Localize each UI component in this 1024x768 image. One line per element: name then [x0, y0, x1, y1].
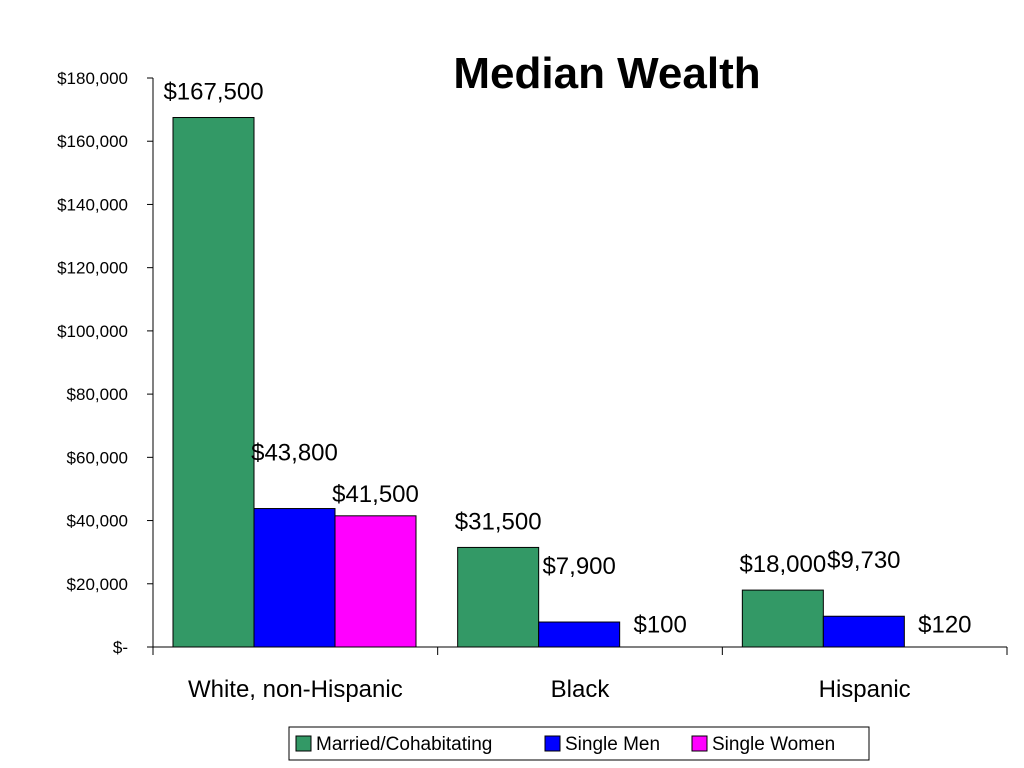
data-label: $7,900: [542, 553, 615, 580]
data-labels: $167,500 $43,800 $41,500 $31,500$7,900 $100 $…: [163, 79, 971, 639]
data-label: $100: [633, 612, 686, 639]
legend-swatch: [691, 735, 708, 752]
data-label: $167,500: [163, 79, 263, 106]
data-label: $18,000: [739, 551, 826, 578]
bars: [172, 117, 905, 648]
data-label: $120: [918, 612, 971, 639]
bar: [253, 508, 336, 648]
y-tick-label: $40,000: [67, 512, 128, 531]
bar: [538, 621, 621, 648]
data-label: $9,730: [827, 547, 900, 574]
y-tick-label: $100,000: [57, 322, 128, 341]
x-tick-label: White, non-Hispanic: [188, 676, 403, 703]
x-tick-label: Black: [551, 676, 611, 703]
y-tick-label: $120,000: [57, 259, 128, 278]
legend-box: [288, 726, 870, 761]
y-tick-label: $-: [113, 638, 128, 657]
y-tick-label: $20,000: [67, 575, 128, 594]
bar: [457, 546, 540, 648]
legend-swatch: [295, 735, 312, 752]
y-axis: $- $20,000 $40,000 $60,000 $80,000 $100,000 $1…: [57, 69, 154, 657]
data-label: $31,500: [455, 508, 542, 535]
bar: [334, 515, 417, 648]
y-tick-label: $140,000: [57, 195, 128, 214]
bar: [741, 589, 824, 648]
x-axis: White, non-Hispanic Black Hispanic: [152, 646, 1008, 703]
legend: Married/Cohabitating Single Men Single Wom…: [288, 726, 870, 761]
legend-label: Single Men: [565, 734, 660, 755]
bar: [172, 117, 255, 648]
legend-label: Married/Cohabitating: [316, 734, 492, 755]
y-tick-label: $80,000: [67, 385, 128, 404]
bar: [822, 615, 905, 648]
y-tick-label: $180,000: [57, 69, 128, 88]
y-tick-label: $160,000: [57, 132, 128, 151]
chart-title: Median Wealth: [453, 49, 760, 98]
data-label: $41,500: [332, 481, 419, 508]
y-tick-label: $60,000: [67, 448, 128, 467]
data-label: $43,800: [251, 440, 338, 467]
legend-swatch: [544, 735, 561, 752]
legend-label: Single Women: [712, 734, 835, 755]
x-tick-label: Hispanic: [819, 676, 911, 703]
